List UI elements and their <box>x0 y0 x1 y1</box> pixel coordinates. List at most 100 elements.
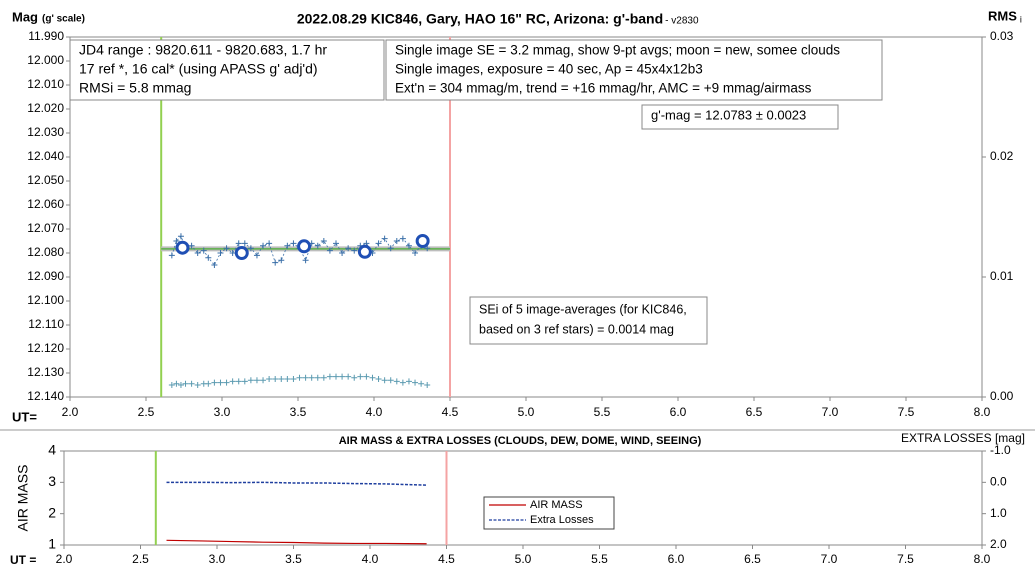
rms-point <box>333 373 339 380</box>
individual-point <box>235 240 242 247</box>
y-tick-label: 12.080 <box>27 245 64 259</box>
rms-point <box>345 373 352 380</box>
y-tick-label: 12.020 <box>27 101 64 115</box>
chart-title-suffix: - v2830 <box>665 16 699 27</box>
individual-point <box>200 247 207 254</box>
rms-point <box>229 378 236 385</box>
y2-tick-label: -1.0 <box>990 443 1011 457</box>
y2-axis-label: EXTRA LOSSES [mag] <box>901 431 1025 445</box>
x-tick-label: 2.5 <box>132 552 149 566</box>
y2-axis-label: RMS <box>988 8 1017 23</box>
annotation-text: 17 ref *, 16 cal* (using APASS g' adj'd) <box>79 61 318 77</box>
x-tick-label: 4.5 <box>438 552 455 566</box>
annotation-text: Single image SE = 3.2 mmag, show 9-pt av… <box>395 43 840 58</box>
legend-label: Extra Losses <box>530 514 594 526</box>
average-point <box>357 244 372 259</box>
individual-point <box>229 250 236 256</box>
y-tick-label: 12.110 <box>28 317 64 331</box>
annotation-box <box>69 39 385 101</box>
rms-point <box>369 374 376 381</box>
annotation-text: RMSi = 5.8 mmag <box>79 80 191 96</box>
x-tick-label: 5.0 <box>518 405 535 419</box>
rms-point <box>357 373 364 380</box>
rms-point <box>211 379 218 386</box>
x-tick-label: 4.5 <box>442 405 459 419</box>
rms-point <box>173 380 180 387</box>
rms-point <box>326 373 333 380</box>
rms-point <box>405 378 412 385</box>
individual-point <box>339 250 346 256</box>
x-tick-label: 5.5 <box>594 405 611 419</box>
individual-point <box>387 245 394 252</box>
individual-point <box>177 233 184 240</box>
x-tick-label: 3.5 <box>290 405 307 419</box>
individual-point <box>205 254 212 261</box>
y2-axis-label-sub: i <box>1020 14 1022 24</box>
individual-point <box>211 262 218 268</box>
average-point <box>175 240 190 255</box>
individual-point <box>345 245 352 252</box>
x-tick-label: 6.0 <box>670 405 687 419</box>
rms-point <box>253 377 260 384</box>
rms-point <box>223 379 230 386</box>
rms-point <box>182 380 189 387</box>
x-tick-label: 3.0 <box>214 405 231 419</box>
y-tick-label: 12.040 <box>27 149 64 163</box>
rms-point <box>296 374 303 381</box>
rms-point <box>314 374 321 381</box>
x-tick-label: 2.5 <box>138 405 155 419</box>
individual-point <box>284 242 291 249</box>
rms-point <box>387 377 394 384</box>
y2-tick-label: 0.03 <box>990 29 1014 43</box>
annotation-text: Single images, exposure = 40 sec, Ap = 4… <box>395 62 703 77</box>
average-point <box>297 239 312 254</box>
series-line <box>166 481 427 486</box>
individual-point <box>399 235 406 242</box>
y2-tick-label: 0.02 <box>990 149 1014 163</box>
y-tick-label: 12.010 <box>27 77 64 91</box>
individual-point <box>314 242 321 249</box>
y-tick-label: 2 <box>48 504 56 520</box>
individual-point <box>266 240 273 247</box>
individual-point <box>272 259 279 266</box>
annotation-text: based on 3 ref stars) = 0.0014 mag <box>479 322 674 336</box>
individual-point <box>253 252 260 259</box>
individual-point <box>247 245 254 252</box>
individual-point <box>223 245 230 252</box>
rms-point <box>363 373 370 380</box>
y2-tick-label: 0.0 <box>990 475 1007 489</box>
annotation-box <box>641 104 839 130</box>
individual-point <box>173 238 180 244</box>
y-tick-label: 12.130 <box>27 365 64 379</box>
x-tick-label: 6.0 <box>668 552 685 566</box>
y-tick-label: 12.050 <box>27 173 64 187</box>
y-tick-label: 4 <box>48 442 56 458</box>
rms-point <box>205 380 212 387</box>
individual-point <box>260 242 267 249</box>
y-tick-label: 12.060 <box>27 197 64 211</box>
individual-point <box>188 242 195 249</box>
individual-point <box>326 247 333 254</box>
individual-point <box>351 247 358 254</box>
individual-point <box>241 240 248 247</box>
individual-point <box>290 240 297 247</box>
rms-point <box>284 376 291 382</box>
rms-point <box>235 378 242 385</box>
y-tick-label: 12.070 <box>27 221 64 235</box>
chart-title: AIR MASS & EXTRA LOSSES (CLOUDS, DEW, DO… <box>339 435 702 447</box>
y-tick-label: 12.090 <box>27 269 64 283</box>
x-tick-label: 7.0 <box>822 405 839 419</box>
x-tick-label: 3.5 <box>285 552 302 566</box>
individual-point <box>412 250 419 256</box>
y2-tick-label: 1.0 <box>990 506 1007 520</box>
x-tick-label: 7.0 <box>821 552 838 566</box>
rms-point <box>168 382 175 388</box>
x-tick-label: 5.5 <box>591 552 608 566</box>
rms-point <box>381 377 388 384</box>
y-axis-label: Mag <box>12 9 38 24</box>
rms-point <box>399 379 406 386</box>
rms-point <box>272 376 279 382</box>
individual-point <box>393 238 400 244</box>
annotation-text: SEi of 5 image-averages (for KIC846, <box>479 302 687 316</box>
annotation-text: JD4 range : 9820.611 - 9820.683, 1.7 hr <box>79 42 327 58</box>
